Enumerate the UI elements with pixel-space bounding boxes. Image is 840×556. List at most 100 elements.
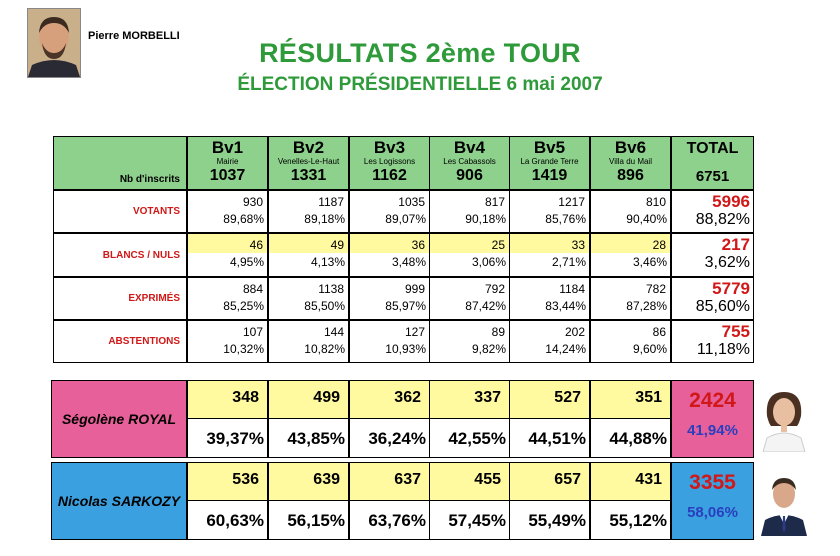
cell-value: 36 <box>411 238 425 252</box>
cell-value: 1035 <box>398 195 425 209</box>
cell-percent: 14,24% <box>545 342 586 356</box>
cell-percent: 10,93% <box>385 342 426 356</box>
total-percent: 3,62% <box>704 254 750 271</box>
highlight-band <box>510 234 589 253</box>
candidate-percent: 55,49% <box>528 511 586 530</box>
table-cell: 1138 85,50% <box>268 277 349 320</box>
votes-band: 337 <box>430 381 509 419</box>
cell-percent: 89,68% <box>223 212 264 226</box>
cell-value: 28 <box>652 238 666 252</box>
cell-percent: 87,28% <box>626 299 667 313</box>
cell-value: 1138 <box>318 282 344 296</box>
bureau-place: Venelles-Le-Haut <box>277 157 340 166</box>
candidate-cell: 639 56,15% <box>268 462 349 540</box>
candidate-percent: 36,24% <box>368 429 426 448</box>
header-cell-bv4: Bv4 Les Cabassols 906 <box>429 136 510 190</box>
header-label-cell: Nb d'inscrits <box>53 136 187 190</box>
votes-band: 455 <box>430 463 509 501</box>
candidate-name-cell: Nicolas SARKOZY <box>51 462 187 540</box>
candidate-percent: 56,15% <box>287 511 345 530</box>
cell-value: 144 <box>323 325 344 339</box>
candidate-votes: 348 <box>232 389 259 406</box>
table-cell: 1035 89,07% <box>349 190 430 233</box>
nb-inscrits-label: Nb d'inscrits <box>119 174 180 185</box>
candidate-votes: 362 <box>394 389 421 406</box>
candidate-total-cell: 2424 41,94% <box>671 380 754 458</box>
bureau-inscrits: 906 <box>456 167 483 184</box>
total-value: 755 <box>721 322 750 341</box>
table-cell: 810 90,40% <box>590 190 671 233</box>
header-cell-bv5: Bv5 La Grande Terre 1419 <box>509 136 590 190</box>
cell-value: 1217 <box>558 195 585 209</box>
table-cell: 49 4,13% <box>268 233 349 277</box>
cell-value: 127 <box>404 325 425 339</box>
cell-value: 810 <box>645 195 666 209</box>
page-subtitle: ÉLECTION PRÉSIDENTIELLE 6 mai 2007 <box>237 74 603 95</box>
bureau-inscrits: 896 <box>617 167 644 184</box>
page-title: RÉSULTATS 2ème TOUR <box>259 38 581 68</box>
candidate-name-cell: Ségolène ROYAL <box>51 380 187 458</box>
table-cell: 999 85,97% <box>349 277 430 320</box>
candidate-percent: 55,12% <box>609 511 667 530</box>
author-photo <box>27 8 81 78</box>
cell-percent: 90,18% <box>465 212 506 226</box>
candidate-cell: 455 57,45% <box>429 462 510 540</box>
total-cell: 755 11,18% <box>671 320 754 363</box>
candidate-photo-royal <box>757 386 811 452</box>
row-label-cell: VOTANTS <box>53 190 187 233</box>
votes-band: 351 <box>591 381 670 419</box>
highlight-band <box>591 234 670 253</box>
votes-band: 536 <box>188 463 267 501</box>
candidate-votes: 527 <box>554 389 581 406</box>
row-label: EXPRIMÉS <box>128 293 180 304</box>
candidate-total-votes: 2424 <box>689 389 736 412</box>
cell-value: 999 <box>404 282 425 296</box>
cell-value: 49 <box>330 238 344 252</box>
cell-percent: 3,46% <box>632 255 667 269</box>
bureau-name: Bv3 <box>373 138 406 157</box>
row-label-cell: ABSTENTIONS <box>53 320 187 363</box>
table-cell: 127 10,93% <box>349 320 430 363</box>
header-cell-bv1: Bv1 Mairie 1037 <box>187 136 268 190</box>
candidate-total-votes: 3355 <box>689 471 736 494</box>
header-cell-bv6: Bv6 Villa du Mail 896 <box>590 136 671 190</box>
cell-percent: 4,13% <box>310 255 345 269</box>
cell-percent: 2,71% <box>551 255 586 269</box>
cell-value: 792 <box>484 282 505 296</box>
votes-band: 639 <box>269 463 348 501</box>
author-name: Pierre MORBELLI <box>88 30 180 42</box>
cell-percent: 90,40% <box>626 212 667 226</box>
cell-percent: 3,48% <box>391 255 426 269</box>
candidate-percent: 39,37% <box>206 429 264 448</box>
highlight-band <box>430 234 509 253</box>
cell-value: 1187 <box>318 195 344 209</box>
header-cell-total: TOTAL 6751 <box>671 136 754 190</box>
table-cell: 817 90,18% <box>429 190 510 233</box>
cell-percent: 87,42% <box>465 299 506 313</box>
candidate-percent: 57,45% <box>448 511 506 530</box>
candidate-votes: 499 <box>313 389 340 406</box>
cell-value: 817 <box>484 195 505 209</box>
cell-percent: 85,50% <box>304 299 345 313</box>
table-cell: 33 2,71% <box>509 233 590 277</box>
bureau-name: Bv2 <box>292 138 325 157</box>
candidate-percent: 44,51% <box>528 429 586 448</box>
total-inscrits: 6751 <box>695 168 730 185</box>
cell-value: 46 <box>249 238 263 252</box>
total-label: TOTAL <box>686 140 739 157</box>
cell-value: 25 <box>491 238 505 252</box>
cell-value: 86 <box>652 325 666 339</box>
bureau-place: Les Cabassols <box>443 157 496 166</box>
bureau-inscrits: 1419 <box>531 167 568 184</box>
cell-value: 202 <box>564 325 585 339</box>
candidate-percent: 44,88% <box>609 429 667 448</box>
candidate-votes: 657 <box>554 471 581 488</box>
row-label: BLANCS / NULS <box>102 249 180 261</box>
candidate-total-percent: 41,94% <box>687 422 738 439</box>
row-label: VOTANTS <box>132 206 180 217</box>
bureau-name: Bv5 <box>533 138 566 157</box>
bureau-inscrits: 1037 <box>209 167 246 184</box>
votes-band: 348 <box>188 381 267 419</box>
highlight-band <box>269 234 348 253</box>
cell-percent: 89,07% <box>385 212 426 226</box>
